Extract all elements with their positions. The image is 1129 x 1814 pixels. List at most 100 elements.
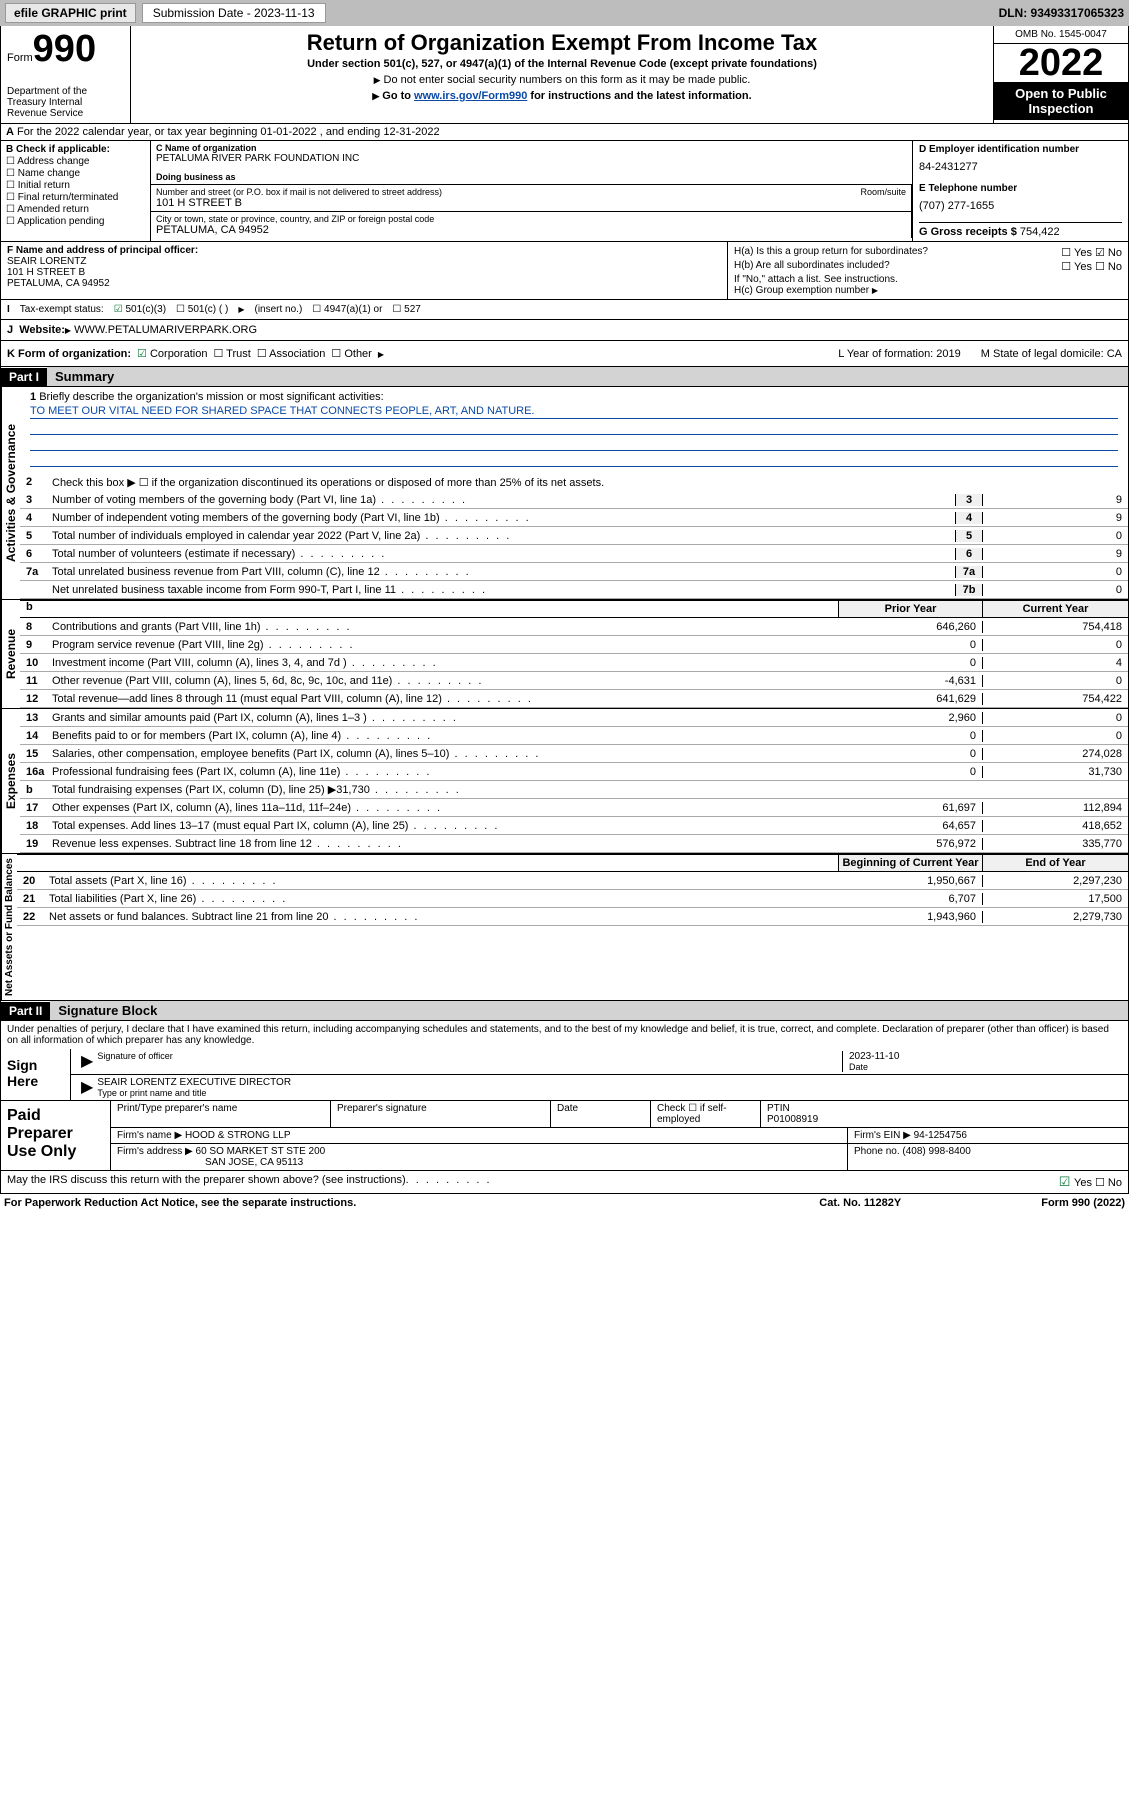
tax-year: 2022 [994, 44, 1128, 82]
curr-val: 0 [983, 712, 1128, 724]
col-d: D Employer identification number 84-2431… [913, 141, 1128, 241]
efile-btn[interactable]: efile GRAPHIC print [5, 3, 136, 23]
line-text: Total number of individuals employed in … [48, 529, 955, 543]
triangle-icon [77, 1051, 97, 1072]
form-footer: Form 990 (2022) [1041, 1197, 1125, 1209]
line-text: Total fundraising expenses (Part IX, col… [48, 782, 838, 797]
governance-section: Activities & Governance 1 Briefly descri… [0, 387, 1129, 600]
ptin: P01008919 [767, 1114, 818, 1125]
discuss-row: May the IRS discuss this return with the… [0, 1171, 1129, 1194]
prior-val: 2,960 [838, 712, 983, 724]
prior-val: 61,697 [838, 802, 983, 814]
line-text: Total unrelated business revenue from Pa… [48, 565, 955, 579]
curr-val: 4 [983, 657, 1128, 669]
org-name: PETALUMA RIVER PARK FOUNDATION INC [156, 153, 907, 164]
discuss-text: May the IRS discuss this return with the… [7, 1174, 406, 1190]
ssn-note: Do not enter social security numbers on … [141, 74, 983, 86]
mission-blank [30, 453, 1118, 467]
ptin-label: PTIN [767, 1103, 790, 1114]
prior-val: 646,260 [838, 621, 983, 633]
chk-501c[interactable]: 501(c) ( ) [176, 304, 228, 315]
line-text: Net unrelated business taxable income fr… [48, 583, 955, 597]
row-i: ITax-exempt status: 501(c)(3) 501(c) ( )… [0, 299, 1129, 319]
prep-name-label: Print/Type preparer's name [117, 1103, 237, 1114]
chk-527[interactable]: 527 [392, 304, 420, 315]
line-box: 4 [955, 512, 983, 524]
discuss-yes[interactable] [1059, 1177, 1074, 1189]
line-text: Investment income (Part VIII, column (A)… [48, 656, 838, 670]
irs-link[interactable]: www.irs.gov/Form990 [414, 90, 527, 102]
dln: DLN: 93493317065323 [999, 6, 1124, 20]
b-header: B Check if applicable: [6, 144, 145, 155]
prior-year-hdr: Prior Year [838, 601, 983, 617]
curr-val: 17,500 [983, 893, 1128, 905]
officer-addr: 101 H STREET B [7, 267, 721, 278]
line-text: Total expenses. Add lines 13–17 (must eq… [48, 819, 838, 833]
hc-label: H(c) Group exemption number [734, 285, 869, 296]
chk-name[interactable]: Name change [6, 168, 145, 179]
curr-val: 0 [983, 639, 1128, 651]
hb-yn[interactable] [1061, 260, 1122, 273]
prior-val: 64,657 [838, 820, 983, 832]
line-val: 9 [983, 512, 1128, 524]
curr-val: 2,279,730 [983, 911, 1128, 923]
chk-initial[interactable]: Initial return [6, 180, 145, 191]
city-state-zip: PETALUMA, CA 94952 [156, 224, 906, 236]
chk-pending[interactable]: Application pending [6, 216, 145, 227]
firm-name: HOOD & STRONG LLP [185, 1130, 291, 1141]
form-word: Form [7, 52, 33, 64]
prior-val: 641,629 [838, 693, 983, 705]
line-box: 5 [955, 530, 983, 542]
chk-4947[interactable]: 4947(a)(1) or [312, 304, 382, 315]
line-box: 7b [955, 584, 983, 596]
chk-trust[interactable]: Trust [213, 347, 250, 360]
chk-corp[interactable]: Corporation [137, 347, 207, 360]
curr-val: 754,418 [983, 621, 1128, 633]
chk-amended[interactable]: Amended return [6, 204, 145, 215]
row-j: J Website: WWW.PETALUMARIVERPARK.ORG [0, 319, 1129, 340]
paid-preparer-block: Paid Preparer Use Only Print/Type prepar… [0, 1101, 1129, 1171]
line-text: Number of independent voting members of … [48, 511, 955, 525]
line-text: Program service revenue (Part VIII, line… [48, 638, 838, 652]
line-text: Total revenue—add lines 8 through 11 (mu… [48, 692, 838, 706]
col-b: B Check if applicable: Address change Na… [1, 141, 151, 241]
form-header: Form990 Department of the Treasury Inter… [0, 26, 1129, 124]
officer-city: PETALUMA, CA 94952 [7, 278, 721, 289]
line-text: Other revenue (Part VIII, column (A), li… [48, 674, 838, 688]
room-label: Room/suite [860, 187, 906, 197]
prior-val: -4,631 [838, 675, 983, 687]
prior-val: 1,943,960 [838, 911, 983, 923]
chk-other[interactable]: Other [331, 347, 371, 360]
chk-address[interactable]: Address change [6, 156, 145, 167]
self-emp-chk[interactable]: Check ☐ if self-employed [657, 1103, 727, 1125]
street-address: 101 H STREET B [156, 197, 906, 209]
sign-here: Sign Here [1, 1049, 71, 1100]
line-text: Benefits paid to or for members (Part IX… [48, 729, 838, 743]
ha-yn[interactable] [1061, 246, 1122, 259]
line-text: Other expenses (Part IX, column (A), lin… [48, 801, 838, 815]
curr-val: 418,652 [983, 820, 1128, 832]
part2-header: Part II Signature Block [0, 1001, 1129, 1021]
line-text: Revenue less expenses. Subtract line 18 … [48, 837, 838, 851]
expenses-section: Expenses 13Grants and similar amounts pa… [0, 708, 1129, 853]
na-vlabel: Net Assets or Fund Balances [1, 854, 17, 1000]
curr-val: 0 [983, 675, 1128, 687]
form-title: Return of Organization Exempt From Incom… [141, 30, 983, 56]
paid-header: Paid Preparer Use Only [1, 1101, 111, 1170]
chk-final[interactable]: Final return/terminated [6, 192, 145, 203]
chk-assoc[interactable]: Association [257, 347, 326, 360]
prior-val: 6,707 [838, 893, 983, 905]
addr-label: Number and street (or P.O. box if mail i… [156, 187, 442, 197]
sig-date: 2023-11-10 [849, 1051, 1122, 1062]
row-k: K Form of organization: Corporation Trus… [0, 340, 1129, 367]
org-name-label: C Name of organization [156, 143, 907, 153]
line-val: 9 [983, 548, 1128, 560]
sig-date-label: Date [849, 1062, 1122, 1072]
section-bcd: B Check if applicable: Address change Na… [0, 141, 1129, 241]
cat-no: Cat. No. 11282Y [819, 1197, 901, 1209]
curr-val: 274,028 [983, 748, 1128, 760]
chk-501c3[interactable]: 501(c)(3) [114, 304, 166, 315]
prior-val: 576,972 [838, 838, 983, 850]
begin-year-hdr: Beginning of Current Year [838, 855, 983, 871]
revenue-section: Revenue bPrior YearCurrent Year 8Contrib… [0, 600, 1129, 708]
